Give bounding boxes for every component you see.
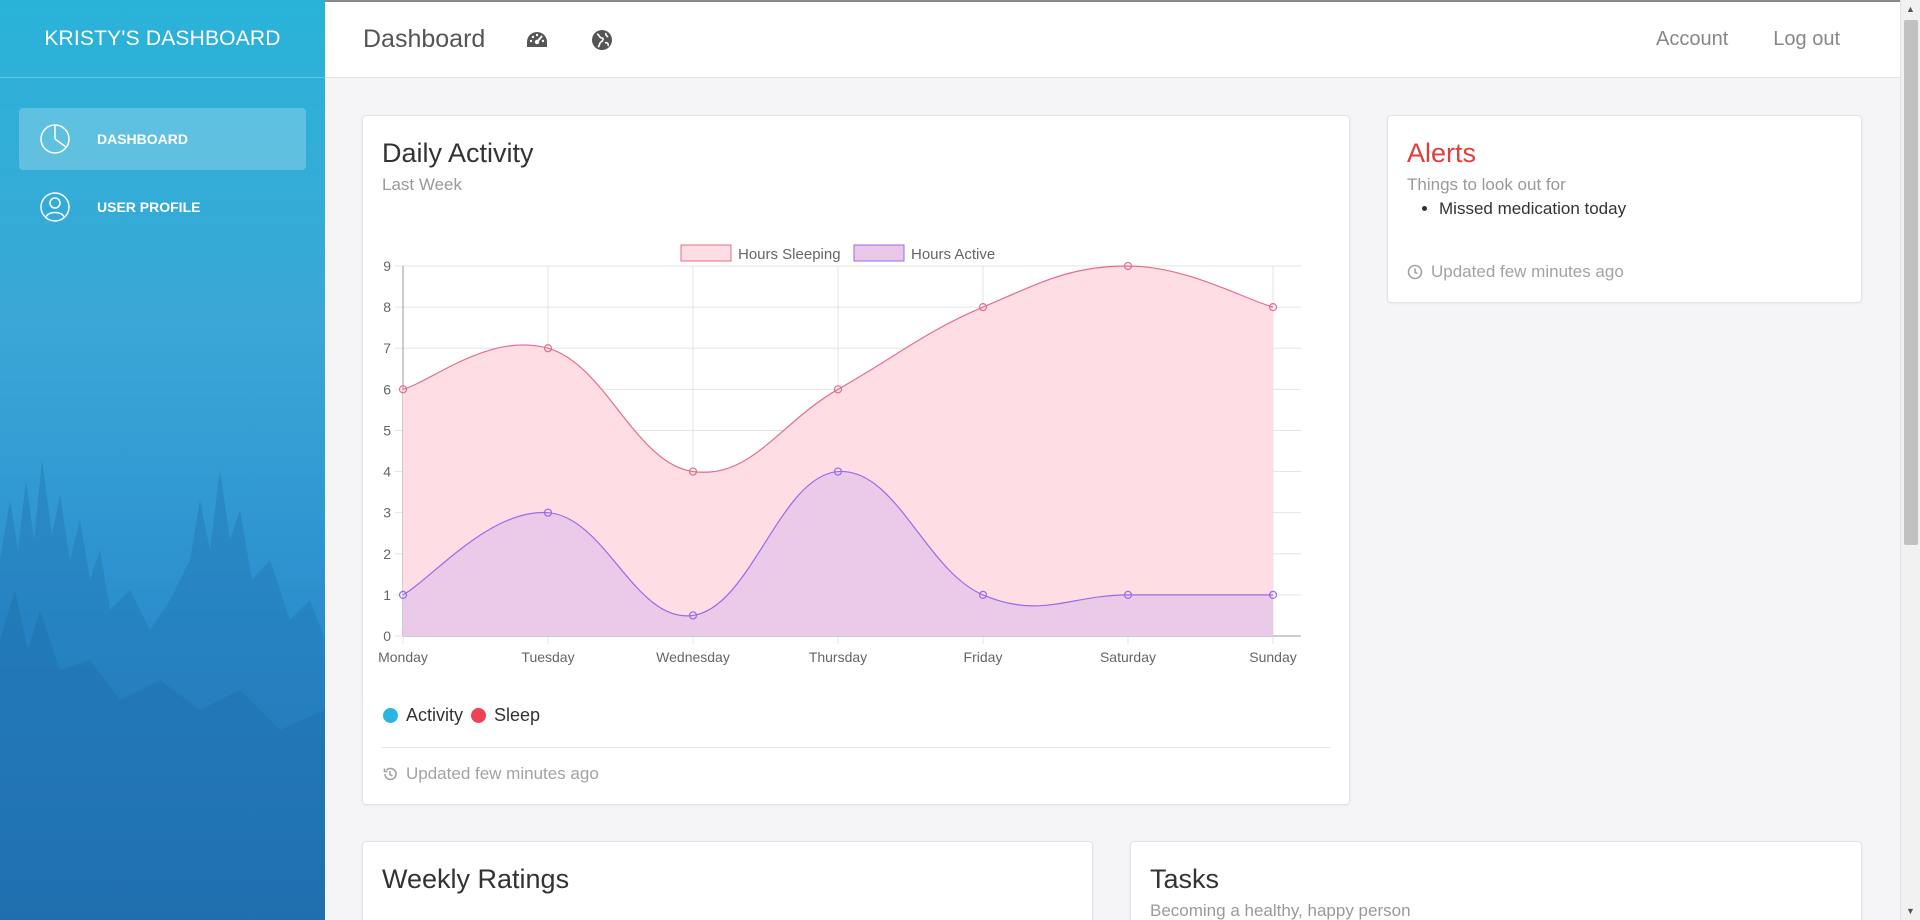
series-sleep-point (688, 467, 698, 476)
series-active-point (398, 590, 408, 599)
page-title: Dashboard (363, 25, 486, 53)
sidebar-item-label: USER PROFILE (97, 199, 201, 215)
card-title: Alerts (1407, 138, 1477, 168)
clock-icon (1407, 264, 1423, 280)
scroll-up-arrow-icon[interactable]: ▲ (1906, 4, 1915, 14)
page-scrollbar[interactable]: ▲ ▼ (1900, 0, 1920, 920)
x-tick-label: Saturday (1100, 649, 1156, 665)
series-active-line (402, 470, 1273, 617)
legend-label: Sleep (494, 705, 541, 725)
activity-legend: Activity Sleep (383, 705, 548, 726)
card-title: Tasks (1150, 864, 1220, 894)
weekly-ratings-card: Weekly Ratings (362, 841, 1093, 920)
scroll-down-arrow-icon[interactable]: ▼ (1906, 906, 1915, 916)
logout-link[interactable]: Log out (1773, 28, 1840, 50)
brand-title[interactable]: KRISTY'S DASHBOARD (0, 0, 325, 78)
series-active-point (688, 611, 698, 620)
daily-activity-card: Daily Activity Last Week 0 1 2 3 4 5 6 7 8 9 Monda… (362, 115, 1350, 805)
legend-swatch (853, 244, 905, 262)
y-tick-label: 2 (383, 546, 391, 562)
series-active-point (833, 467, 843, 476)
series-active-area (403, 471, 1273, 636)
legend-swatch (680, 244, 732, 262)
x-tick-label: Wednesday (656, 649, 730, 665)
series-sleep-point (833, 385, 843, 394)
speedometer-icon[interactable] (525, 30, 549, 50)
series-active-point (1123, 590, 1133, 599)
account-link[interactable]: Account (1656, 28, 1729, 50)
x-tick-label: Monday (378, 649, 428, 665)
series-sleep-point (543, 344, 553, 353)
series-sleep-point (1123, 261, 1133, 271)
top-navbar: Dashboard Account Log out (325, 0, 1900, 78)
y-tick-label: 8 (383, 299, 391, 315)
series-sleep-point (398, 385, 408, 394)
y-tick-label: 9 (383, 258, 391, 274)
legend-label: Hours Sleeping (738, 246, 841, 263)
sidebar-item-user-profile[interactable]: USER PROFILE (19, 176, 306, 238)
user-icon (39, 191, 71, 223)
tasks-card: Tasks Becoming a healthy, happy person (1130, 841, 1862, 920)
card-subtitle: Last Week (382, 175, 463, 194)
card-subtitle: Things to look out for (1407, 175, 1566, 194)
list-item: Missed medication today (1439, 199, 1842, 219)
legend-label: Hours Active (911, 246, 995, 263)
card-divider (382, 747, 1330, 748)
sleep-dot-icon (471, 708, 487, 723)
series-active-point (543, 508, 553, 517)
y-tick-label: 7 (383, 340, 391, 356)
y-tick-label: 4 (383, 464, 391, 480)
card-subtitle: Becoming a healthy, happy person (1150, 901, 1411, 920)
y-tick-label: 3 (383, 505, 391, 521)
globe-icon[interactable] (591, 29, 613, 51)
activity-dot-icon (383, 708, 398, 723)
series-active-point (978, 590, 988, 599)
scrollbar-thumb[interactable] (1904, 20, 1918, 545)
sidebar-item-dashboard[interactable]: DASHBOARD (19, 108, 306, 170)
series-sleep-area (403, 266, 1273, 636)
forest-background-image (0, 440, 325, 920)
sidebar-item-label: DASHBOARD (97, 131, 188, 147)
card-footer: Updated few minutes ago (1407, 262, 1624, 282)
x-tick-label: Tuesday (521, 649, 574, 665)
series-sleep-line (402, 265, 1274, 473)
card-footer: Updated few minutes ago (382, 764, 599, 784)
legend-item-activity[interactable]: Activity (383, 705, 463, 726)
series-sleep-point (978, 303, 988, 312)
alerts-card: Alerts Things to look out for Missed med… (1387, 115, 1862, 303)
series-sleep-point (1268, 303, 1278, 312)
y-tick-label: 5 (383, 422, 391, 438)
alerts-list: Missed medication today (1407, 199, 1842, 219)
footer-text: Updated few minutes ago (406, 764, 599, 783)
sidebar: KRISTY'S DASHBOARD DASHBOARD USER PROFIL… (0, 0, 325, 920)
series-active-point (1268, 590, 1278, 599)
y-tick-label: 0 (383, 628, 391, 644)
x-tick-label: Thursday (809, 649, 867, 665)
y-tick-label: 6 (383, 381, 391, 397)
topbar-links: Account Log out (1611, 28, 1840, 51)
card-title: Daily Activity (382, 138, 534, 168)
sidebar-nav: DASHBOARD USER PROFILE (0, 78, 325, 238)
history-icon (383, 767, 397, 781)
x-tick-label: Friday (964, 649, 1003, 665)
x-tick-label: Sunday (1249, 649, 1296, 665)
y-tick-label: 1 (383, 587, 391, 603)
card-title: Weekly Ratings (382, 864, 570, 894)
activity-chart: 0 1 2 3 4 5 6 7 8 9 Monday Tuesday Wednesday Thursday… (378, 244, 1301, 665)
footer-text: Updated few minutes ago (1431, 262, 1624, 281)
pie-chart-icon (39, 123, 71, 155)
legend-label: Activity (406, 705, 464, 725)
legend-item-sleep[interactable]: Sleep (471, 705, 540, 726)
